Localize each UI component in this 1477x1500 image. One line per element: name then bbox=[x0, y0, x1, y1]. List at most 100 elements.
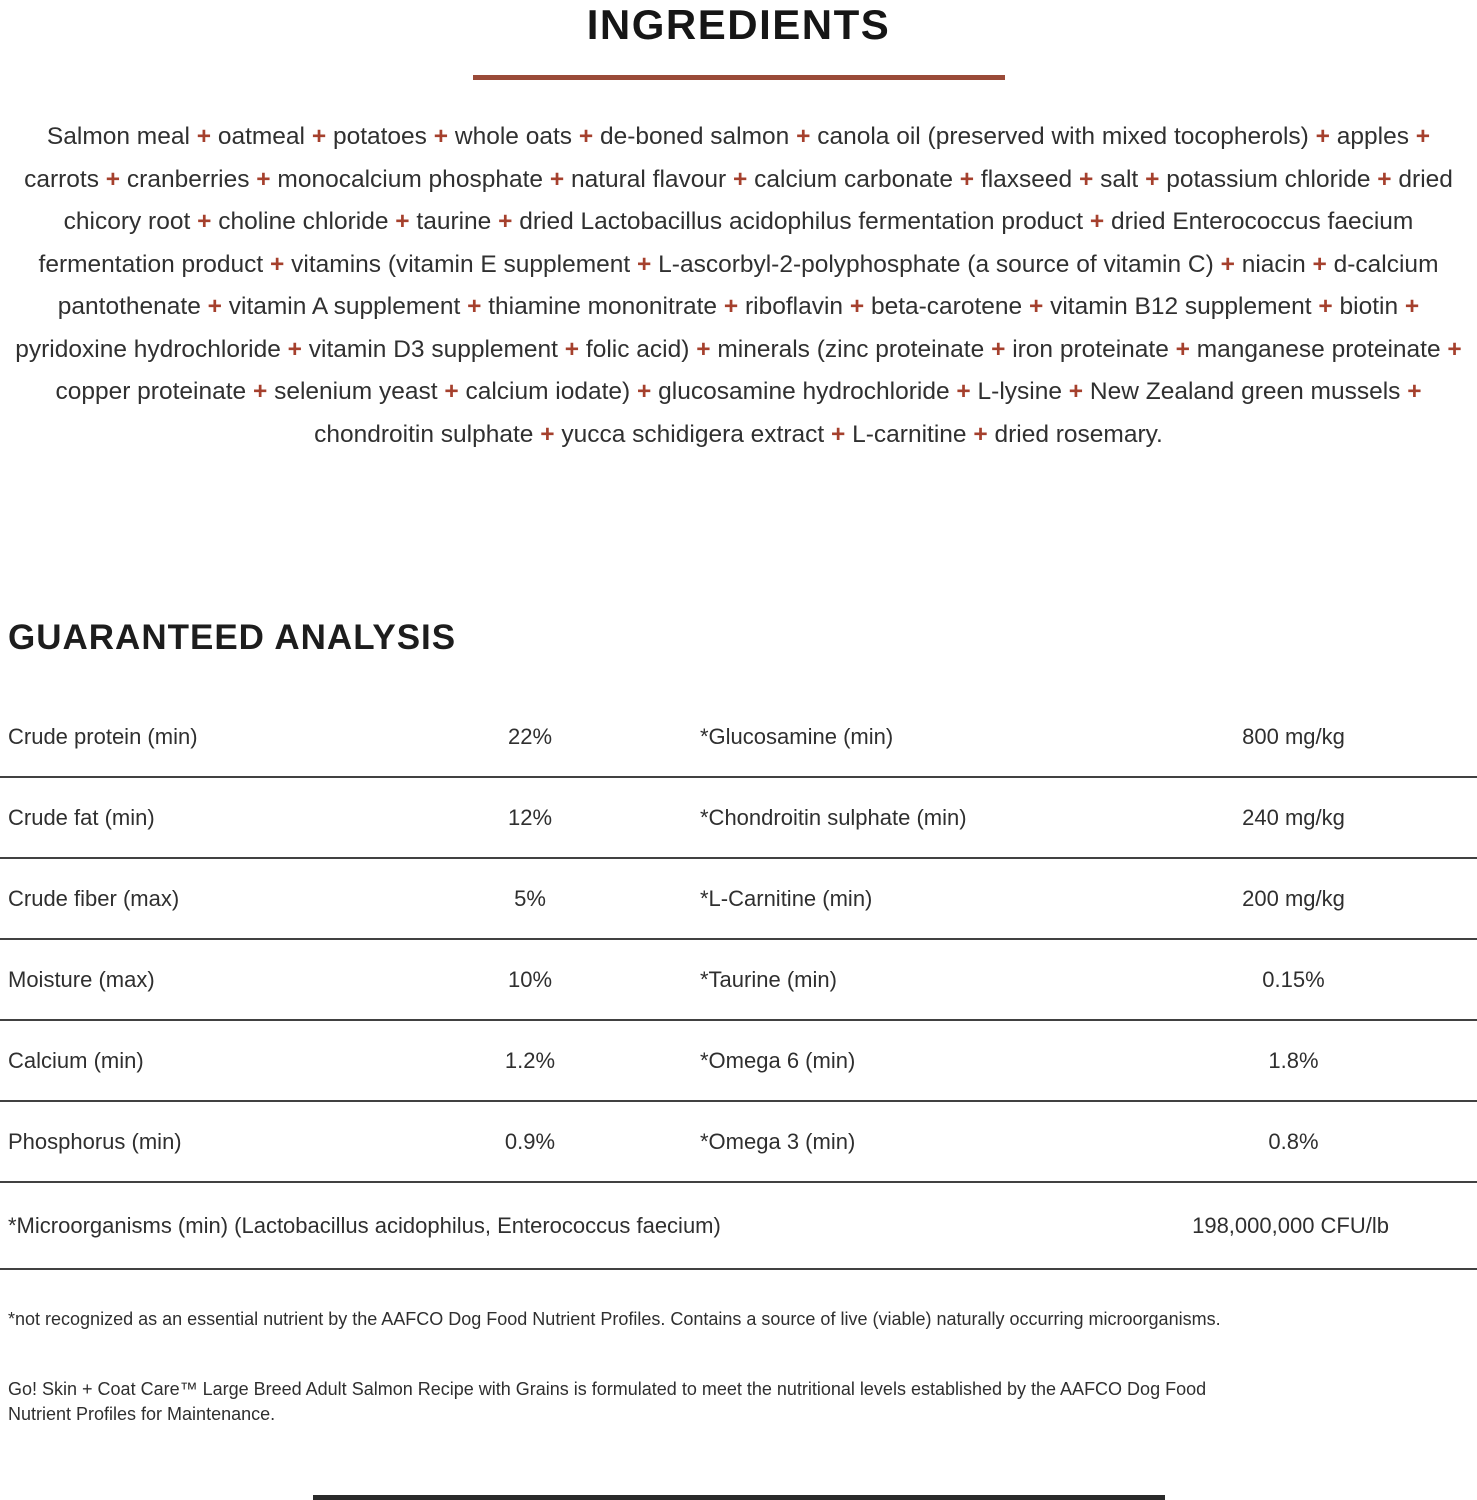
plus-separator: + bbox=[1220, 250, 1235, 278]
analysis-label: *L-Carnitine (min) bbox=[700, 885, 873, 911]
guaranteed-analysis-table: Crude protein (min) 22% *Glucosamine (min)… bbox=[0, 697, 1477, 1270]
ingredient-item: yucca schidigera extract bbox=[561, 420, 825, 448]
analysis-label: *Glucosamine (min) bbox=[700, 723, 894, 749]
analysis-row: Crude fiber (max) 5% *L-Carnitine (min) 200… bbox=[0, 859, 1477, 940]
plus-separator: + bbox=[1377, 165, 1392, 193]
ingredient-item: potatoes bbox=[332, 123, 427, 150]
ingredient-item: pyridoxine hydrochloride bbox=[15, 335, 281, 363]
plus-separator: + bbox=[498, 208, 513, 235]
ingredient-item: choline chloride bbox=[218, 208, 389, 235]
ingredient-item: thiamine mononitrate bbox=[488, 293, 718, 320]
ingredient-item: dried Enterococcus faecium fermentation … bbox=[38, 208, 1414, 278]
ingredient-item: New Zealand green mussels bbox=[1089, 378, 1401, 405]
plus-separator: + bbox=[540, 420, 555, 448]
analysis-label: Crude protein (min) bbox=[8, 723, 198, 749]
analysis-label: Calcium (min) bbox=[8, 1047, 144, 1073]
plus-separator: + bbox=[564, 335, 580, 363]
plus-separator: + bbox=[1404, 293, 1420, 320]
analysis-row-microorganisms: *Microorganisms (min) (Lactobacillus aci… bbox=[0, 1183, 1477, 1270]
analysis-label: Phosphorus (min) bbox=[8, 1128, 182, 1154]
plus-separator: + bbox=[1407, 378, 1422, 405]
analysis-value: 200 mg/kg bbox=[1242, 885, 1345, 911]
analysis-value: 240 mg/kg bbox=[1242, 804, 1345, 830]
ingredient-item: oatmeal bbox=[217, 123, 305, 150]
analysis-label: *Taurine (min) bbox=[700, 966, 837, 992]
ingredient-item: biotin bbox=[1339, 293, 1399, 320]
bottom-section-divider bbox=[312, 1495, 1165, 1500]
ingredient-item: minerals (zinc proteinate bbox=[717, 335, 985, 363]
plus-separator: + bbox=[1068, 378, 1084, 405]
ingredient-item: calcium iodate) bbox=[465, 378, 631, 405]
plus-separator: + bbox=[991, 335, 1006, 363]
ingredient-item: folic acid) bbox=[585, 335, 690, 363]
ingredients-paragraph: Salmon meal + oatmeal + potatoes + whole… bbox=[9, 116, 1469, 456]
ingredient-item: apples bbox=[1336, 123, 1409, 150]
aafco-footnote: *not recognized as an essential nutrient… bbox=[8, 1309, 1221, 1329]
ingredient-item: natural flavour bbox=[570, 165, 727, 193]
plus-separator: + bbox=[270, 250, 285, 278]
ingredient-item: dried chicory root bbox=[63, 165, 1453, 236]
ingredient-item: dried rosemary. bbox=[994, 420, 1163, 448]
analysis-value: 0.9% bbox=[504, 1128, 556, 1154]
plus-separator: + bbox=[1145, 165, 1160, 193]
analysis-value: 1.8% bbox=[1268, 1047, 1319, 1073]
title-underline-rule bbox=[472, 75, 1005, 80]
ingredient-item: copper proteinate bbox=[55, 378, 247, 405]
plus-separator: + bbox=[1175, 335, 1190, 363]
ingredient-item: taurine bbox=[416, 208, 492, 235]
analysis-row: Crude fat (min) 12% *Chondroitin sulphate … bbox=[0, 778, 1477, 859]
ingredient-item: chondroitin sulphate bbox=[314, 420, 534, 448]
analysis-label: Moisture (max) bbox=[8, 966, 155, 992]
ingredient-item: monocalcium phosphate bbox=[277, 165, 543, 193]
plus-separator: + bbox=[395, 208, 410, 235]
analysis-label: *Chondroitin sulphate (min) bbox=[700, 804, 967, 830]
plus-separator: + bbox=[959, 165, 975, 193]
ingredient-item: glucosamine hydrochloride bbox=[658, 378, 950, 405]
ingredient-item: potassium chloride bbox=[1166, 165, 1371, 193]
ingredient-item: dried Lactobacillus acidophilus fermenta… bbox=[519, 208, 1084, 235]
plus-separator: + bbox=[849, 293, 865, 320]
ingredient-item: vitamins (vitamin E supplement bbox=[291, 250, 631, 278]
plus-separator: + bbox=[252, 378, 268, 405]
plus-separator: + bbox=[723, 293, 739, 320]
ingredient-item: de-boned salmon bbox=[599, 123, 790, 150]
analysis-value: 0.15% bbox=[1262, 966, 1325, 992]
plus-separator: + bbox=[105, 165, 121, 193]
analysis-label: Crude fiber (max) bbox=[8, 885, 180, 911]
analysis-row: Calcium (min) 1.2% *Omega 6 (min) 1.8% bbox=[0, 1021, 1477, 1102]
ingredient-item: vitamin A supplement bbox=[228, 293, 461, 320]
ingredient-item: niacin bbox=[1241, 250, 1306, 278]
formulation-note: Go! Skin + Coat Care™ Large Breed Adult … bbox=[8, 1379, 1207, 1424]
ingredient-item: cranberries bbox=[126, 165, 250, 193]
plus-separator: + bbox=[1078, 165, 1094, 193]
plus-separator: + bbox=[973, 420, 988, 448]
plus-separator: + bbox=[1315, 123, 1330, 150]
plus-separator: + bbox=[467, 293, 482, 320]
ingredient-item: riboflavin bbox=[744, 293, 844, 320]
plus-separator: + bbox=[256, 165, 271, 193]
analysis-label: *Omega 6 (min) bbox=[700, 1047, 856, 1073]
analysis-value: 800 mg/kg bbox=[1242, 723, 1345, 749]
ingredient-item: selenium yeast bbox=[274, 378, 438, 405]
plus-separator: + bbox=[956, 378, 971, 405]
ingredient-item: whole oats bbox=[454, 123, 573, 150]
ingredient-item: salt bbox=[1100, 165, 1139, 193]
analysis-value: 5% bbox=[514, 885, 546, 911]
ingredient-item: iron proteinate bbox=[1012, 335, 1169, 363]
plus-separator: + bbox=[696, 335, 711, 363]
plus-separator: + bbox=[197, 208, 212, 235]
plus-separator: + bbox=[1312, 250, 1327, 278]
analysis-row: Crude protein (min) 22% *Glucosamine (min)… bbox=[0, 697, 1477, 778]
plus-separator: + bbox=[796, 123, 811, 150]
ingredient-item: L-ascorbyl-2-polyphosphate (a source of … bbox=[658, 250, 1214, 278]
ingredient-item: L-lysine bbox=[977, 378, 1062, 405]
plus-separator: + bbox=[637, 378, 652, 405]
plus-separator: + bbox=[1318, 293, 1333, 320]
plus-separator: + bbox=[287, 335, 302, 363]
ingredient-item: L-carnitine bbox=[852, 420, 967, 448]
ingredient-item: carrots bbox=[24, 165, 99, 193]
plus-separator: + bbox=[1028, 293, 1044, 320]
ingredient-item: manganese proteinate bbox=[1196, 335, 1441, 363]
plus-separator: + bbox=[444, 378, 459, 405]
